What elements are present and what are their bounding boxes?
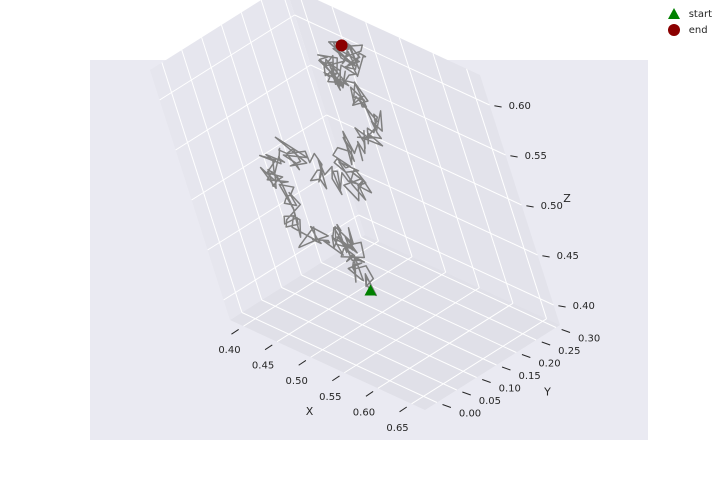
- z-tick: [526, 205, 534, 208]
- y-grid-left: [260, 0, 342, 251]
- x-axis-label: X: [306, 405, 314, 418]
- x-tick: [298, 360, 307, 366]
- x-tick: [365, 391, 374, 397]
- x-grid-back: [432, 53, 514, 304]
- y-grid-left: [161, 62, 243, 313]
- x-grid-floor: [344, 287, 480, 374]
- y-grid-left: [284, 0, 362, 238]
- y-grid-left: [240, 12, 322, 263]
- y-tick: [442, 404, 452, 408]
- y-tick: [521, 354, 531, 358]
- x-tick-label: 0.50: [286, 376, 308, 387]
- 3d-panes: [150, 0, 560, 410]
- markers: [335, 39, 377, 296]
- floor-pane: [230, 235, 560, 410]
- y-grid-left: [181, 49, 263, 301]
- x-grid-back: [466, 68, 548, 319]
- y-grid-left: [220, 24, 302, 276]
- x-grid-floor: [276, 256, 413, 343]
- z-grid-back: [294, 14, 490, 106]
- y-tick-label: 0.20: [538, 359, 560, 370]
- y-tick: [462, 391, 471, 396]
- y-grid-floor: [340, 249, 537, 341]
- x-grid-floor: [377, 302, 514, 389]
- tick-labels: 0.40 0.45 0.50 0.55 0.60 0.65 0.00 0.050.10 0.15…: [218, 101, 600, 434]
- legend: start end: [667, 6, 712, 38]
- random-walk-path: [259, 41, 384, 297]
- x-grid-floor: [310, 271, 446, 358]
- y-tick-label: 0.10: [499, 384, 521, 395]
- z-tick: [542, 255, 550, 258]
- z-tick-label: 0.50: [541, 201, 563, 212]
- y-grid-floor: [360, 237, 557, 328]
- legend-item-end: end: [667, 22, 712, 38]
- x-grid-floor: [243, 240, 379, 327]
- z-tick-label: 0.40: [573, 301, 595, 312]
- x-tick-label: 0.55: [319, 392, 341, 403]
- back-pane: [289, 0, 560, 325]
- z-grid-back: [358, 214, 554, 306]
- circle-icon: [667, 23, 681, 37]
- x-tick: [399, 406, 408, 413]
- z-tick-label: 0.55: [525, 151, 547, 162]
- y-tick: [561, 329, 571, 333]
- z-tick: [510, 155, 518, 158]
- end-marker: [335, 39, 348, 52]
- z-tick-label: 0.45: [557, 251, 579, 262]
- triangle-icon: [667, 7, 681, 21]
- z-grid-back: [326, 114, 522, 206]
- x-tick: [332, 375, 340, 382]
- y-tick-label: 0.30: [578, 334, 600, 345]
- y-tick-label: 0.00: [459, 409, 481, 420]
- left-pane: [150, 0, 365, 320]
- y-grid-floor: [301, 274, 497, 366]
- z-grid-left: [159, 14, 295, 101]
- axis-labels: X Y Z: [306, 192, 572, 418]
- y-grid-floor: [241, 312, 438, 403]
- y-grid-left: [201, 37, 283, 288]
- x-tick: [231, 328, 239, 335]
- walk-line: [259, 41, 384, 297]
- x-grid-back: [365, 22, 447, 273]
- z-axis-label: Z: [563, 192, 571, 205]
- y-tick: [541, 341, 551, 346]
- y-grid-floor: [261, 299, 457, 391]
- x-grid-back: [398, 37, 480, 288]
- y-grid-floor: [281, 287, 477, 378]
- y-grid-floor: [321, 262, 517, 353]
- legend-item-start: start: [667, 6, 712, 22]
- x-tick-label: 0.60: [353, 407, 375, 418]
- x-tick: [264, 344, 273, 351]
- z-tick-label: 0.60: [509, 101, 531, 112]
- legend-label-end: end: [688, 24, 708, 36]
- z-grid-left: [191, 114, 327, 201]
- legend-label-start: start: [688, 8, 712, 20]
- z-grid-left: [175, 64, 311, 151]
- 3d-gridlines: [159, 0, 557, 405]
- x-tick-label: 0.40: [218, 345, 240, 356]
- x-tick-label: 0.45: [252, 361, 274, 372]
- y-axis-label: Y: [543, 386, 551, 399]
- x-grid-floor: [411, 318, 547, 405]
- start-marker: [364, 284, 377, 296]
- z-grid-left: [223, 214, 359, 301]
- y-tick: [501, 366, 511, 371]
- y-tick-label: 0.15: [518, 371, 540, 382]
- y-tick-label: 0.05: [479, 396, 501, 407]
- z-tick: [494, 105, 502, 108]
- z-tick: [558, 305, 566, 308]
- z-grid-back: [342, 164, 538, 256]
- y-tick: [482, 379, 491, 383]
- tick-marks: [231, 105, 571, 413]
- y-tick-label: 0.25: [558, 346, 580, 357]
- x-tick-label: 0.65: [386, 423, 408, 434]
